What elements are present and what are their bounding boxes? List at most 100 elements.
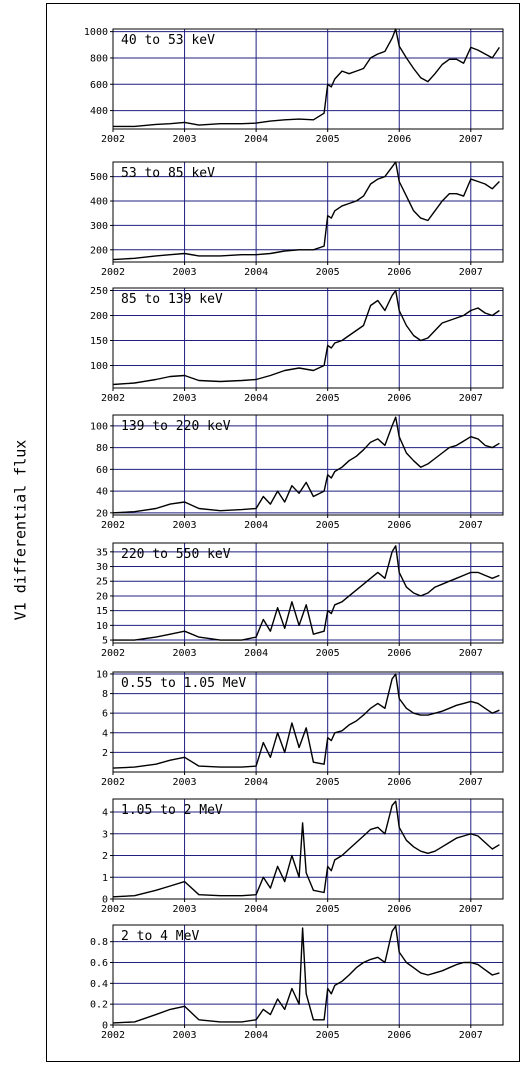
- y-tick-label: 2: [102, 851, 108, 862]
- y-tick-label: 800: [90, 53, 108, 64]
- y-tick-label: 15: [96, 606, 108, 617]
- x-tick-label: 2004: [244, 520, 268, 531]
- plot-border: [112, 287, 504, 389]
- x-tick-label: 2005: [316, 267, 340, 278]
- y-tick-label: 6: [102, 709, 108, 720]
- panel-title: 0.55 to 1.05 MeV: [121, 676, 246, 691]
- x-tick-label: 2003: [173, 520, 197, 531]
- y-tick-label: 1: [102, 873, 108, 884]
- panel-title: 53 to 85 keV: [121, 166, 215, 181]
- y-tick-label: 2: [102, 748, 108, 759]
- series-line: [112, 925, 500, 1024]
- plot-border: [112, 924, 504, 1026]
- x-tick-label: 2006: [387, 134, 411, 145]
- y-tick-label: 3: [102, 829, 108, 840]
- x-tick-label: 2004: [244, 1030, 268, 1041]
- y-tick-label: 80: [96, 443, 108, 454]
- plot-border: [112, 798, 504, 900]
- y-tick-label: 35: [96, 547, 108, 558]
- panel-title: 1.05 to 2 MeV: [121, 803, 223, 818]
- x-tick-label: 2003: [173, 777, 197, 788]
- plot-border: [112, 161, 504, 263]
- panel-title: 2 to 4 MeV: [121, 929, 199, 944]
- y-tick-label: 100: [90, 361, 108, 372]
- panel-6: 2 4 6 8 10 2002 2003 2004 2005 2006 2007 0.55 to 1.…: [96, 669, 504, 788]
- plot-area: [113, 29, 503, 129]
- x-tick-label: 2006: [387, 520, 411, 531]
- series-line: [112, 289, 500, 386]
- y-tick-label: 8: [102, 689, 108, 700]
- x-tick-label: 2005: [316, 777, 340, 788]
- x-tick-label: 2004: [244, 648, 268, 659]
- plot-area: [113, 288, 503, 388]
- x-tick-label: 2003: [173, 904, 197, 915]
- y-tick-label: 1000: [84, 27, 108, 38]
- x-tick-label: 2005: [316, 904, 340, 915]
- x-tick-label: 2007: [459, 134, 483, 145]
- x-tick-label: 2007: [459, 393, 483, 404]
- x-tick-label: 2003: [173, 393, 197, 404]
- x-tick-label: 2004: [244, 267, 268, 278]
- x-tick-label: 2002: [101, 1030, 125, 1041]
- panel-8: 0 0.2 0.4 0.6 0.8 2002 2003 2004 2005 2006 2007 2 t…: [90, 924, 504, 1041]
- panel-title: 139 to 220 keV: [121, 419, 231, 434]
- x-tick-label: 2007: [459, 1030, 483, 1041]
- y-tick-label: 400: [90, 106, 108, 117]
- panel-2: 200 300 400 500 2002 2003 2004 2005 2006 2007 53 t…: [90, 161, 504, 278]
- y-tick-label: 0: [102, 1021, 108, 1032]
- plot-border: [112, 671, 504, 773]
- y-tick-label: 10: [96, 621, 108, 632]
- x-tick-label: 2006: [387, 777, 411, 788]
- x-tick-label: 2006: [387, 904, 411, 915]
- x-tick-label: 2007: [459, 777, 483, 788]
- series-line: [113, 28, 500, 128]
- x-tick-label: 2002: [101, 134, 125, 145]
- series-line: [112, 161, 500, 261]
- plot-area: [113, 543, 503, 643]
- panel-title: 40 to 53 keV: [121, 33, 215, 48]
- y-tick-label: 40: [96, 487, 108, 498]
- y-tick-label: 0.4: [90, 979, 108, 990]
- y-tick-label: 60: [96, 465, 108, 476]
- y-tick-label: 30: [96, 562, 108, 573]
- x-tick-label: 2002: [101, 777, 125, 788]
- y-tick-label: 4: [102, 728, 108, 739]
- plot-border: [112, 542, 504, 644]
- x-tick-label: 2004: [244, 393, 268, 404]
- x-tick-label: 2003: [173, 1030, 197, 1041]
- x-tick-label: 2002: [101, 904, 125, 915]
- y-tick-label: 200: [90, 245, 108, 256]
- series-line: [112, 673, 500, 769]
- x-tick-label: 2007: [459, 904, 483, 915]
- panel-title: 220 to 550 keV: [121, 547, 231, 562]
- x-tick-label: 2002: [101, 648, 125, 659]
- x-tick-label: 2002: [101, 520, 125, 531]
- panel-7: 0 1 2 3 4 2002 2003 2004 2005 2006 2007 1.05 to 2 M…: [101, 798, 504, 915]
- x-tick-label: 2004: [244, 777, 268, 788]
- x-tick-label: 2005: [316, 1030, 340, 1041]
- x-tick-label: 2005: [316, 393, 340, 404]
- y-tick-label: 200: [90, 311, 108, 322]
- plot-border: [112, 414, 504, 516]
- x-tick-label: 2006: [387, 648, 411, 659]
- series-line: [112, 800, 500, 898]
- x-tick-label: 2003: [173, 648, 197, 659]
- y-tick-label: 5: [102, 636, 108, 647]
- x-tick-label: 2006: [387, 267, 411, 278]
- x-tick-label: 2007: [459, 267, 483, 278]
- panel-1: 400 600 800 1000 2002 2003 2004 2005 2006 2007 40 …: [84, 27, 504, 145]
- y-tick-label: 100: [90, 421, 108, 432]
- y-tick-label: 10: [96, 669, 108, 680]
- x-tick-label: 2006: [387, 393, 411, 404]
- panel-3: 100 150 200 250 2002 2003 2004 2005 2006 2007 85 t…: [90, 286, 504, 404]
- y-tick-label: 500: [90, 172, 108, 183]
- x-tick-label: 2003: [173, 134, 197, 145]
- y-tick-label: 0.6: [90, 958, 108, 969]
- y-tick-label: 250: [90, 286, 108, 297]
- x-tick-label: 2006: [387, 1030, 411, 1041]
- x-tick-label: 2004: [244, 904, 268, 915]
- y-tick-label: 20: [96, 591, 108, 602]
- plot-border: [112, 28, 504, 130]
- x-tick-label: 2007: [459, 648, 483, 659]
- x-tick-label: 2004: [244, 134, 268, 145]
